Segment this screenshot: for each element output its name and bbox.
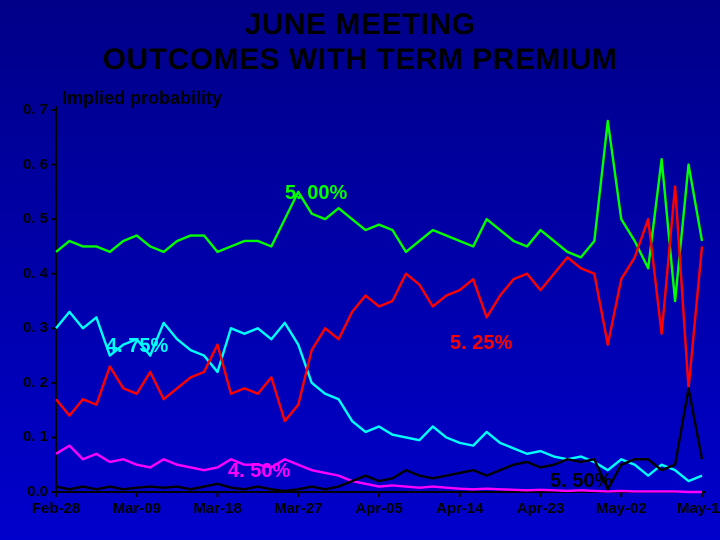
x-tick-label: May-02 [591, 500, 651, 517]
x-tick-label: Mar-09 [107, 500, 167, 517]
page-title: JUNE MEETINGOUTCOMES WITH TERM PREMIUM [0, 8, 720, 77]
probability-chart: 0.0 0. 1 0. 2 0. 3 0. 4 0. 5 0. 6 0. 7 Feb-28 Ma… [10, 100, 710, 530]
x-tick-label: Apr-14 [430, 500, 490, 517]
chart-svg [10, 100, 710, 530]
y-tick-label: 0.0 [14, 483, 48, 500]
x-tick-label: Feb-28 [26, 500, 86, 517]
x-tick-label: Mar-27 [268, 500, 328, 517]
y-tick-label: 0. 7 [14, 101, 48, 118]
series-label: 5. 00% [285, 182, 347, 205]
y-tick-label: 0. 4 [14, 265, 48, 282]
slide: JUNE MEETINGOUTCOMES WITH TERM PREMIUM I… [0, 0, 720, 540]
x-tick-label: Apr-23 [511, 500, 571, 517]
y-tick-label: 0. 2 [14, 374, 48, 391]
y-tick-label: 0. 6 [14, 156, 48, 173]
y-tick-label: 0. 5 [14, 210, 48, 227]
series-label: 4. 75% [106, 335, 168, 358]
series-label: 5. 50% [550, 470, 612, 493]
x-tick-label: Apr-05 [349, 500, 409, 517]
x-tick-label: May-11 [672, 500, 720, 517]
series-label: 5. 25% [450, 332, 512, 355]
series-label: 4. 50% [228, 460, 290, 483]
x-tick-label: Mar-18 [188, 500, 248, 517]
y-tick-label: 0. 1 [14, 428, 48, 445]
y-tick-label: 0. 3 [14, 319, 48, 336]
